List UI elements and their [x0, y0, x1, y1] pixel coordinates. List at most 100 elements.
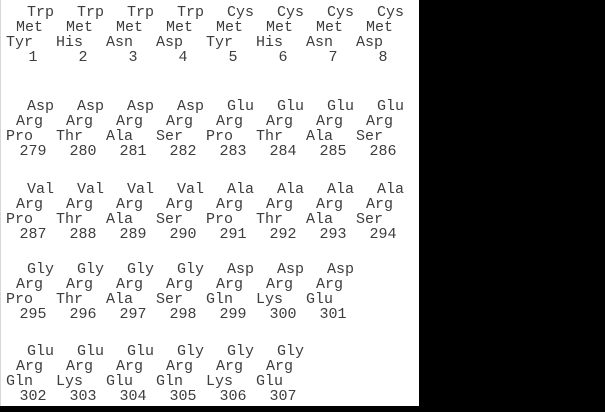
residue-cell: Pro: [206, 211, 234, 228]
residue-cell: Trp: [77, 4, 105, 21]
position-number: 302: [19, 388, 47, 405]
residue-cell: Glu: [377, 98, 405, 115]
residue-cell: Asn: [106, 34, 134, 51]
residue-cell: Met: [216, 19, 244, 36]
residue-cell: Thr: [256, 211, 284, 228]
residue-cell: Asp: [356, 34, 384, 51]
sequence-block: Trp Trp Trp Trp Cys Cys Cys Cys Met Met Met Met Met M…: [1, 5, 419, 65]
position-number: 293: [319, 226, 347, 243]
position-number: 1: [28, 49, 38, 66]
position-number: 304: [119, 388, 147, 405]
position-number: 287: [19, 226, 47, 243]
residue-cell: Thr: [256, 128, 284, 145]
position-number: 306: [219, 388, 247, 405]
residue-cell: Glu: [27, 343, 55, 360]
residue-cell: Asn: [306, 34, 334, 51]
residue-cell: Met: [366, 19, 394, 36]
residue-cell: Trp: [127, 4, 155, 21]
residue-cell: Arg: [316, 276, 344, 293]
residue-row: Arg Arg Arg Arg Arg Arg: [16, 359, 419, 374]
position-number: 285: [319, 143, 347, 160]
residue-cell: Arg: [166, 358, 194, 375]
position-number-row: 287 288 289 290 291 292 293 294: [8, 227, 419, 242]
residue-cell: Ser: [156, 128, 184, 145]
residue-cell: Val: [77, 181, 105, 198]
residue-cell: Ser: [156, 291, 184, 308]
residue-cell: Met: [66, 19, 94, 36]
residue-cell: Arg: [16, 196, 44, 213]
residue-cell: Arg: [66, 196, 94, 213]
residue-cell: Arg: [266, 276, 294, 293]
residue-cell: Ala: [227, 181, 255, 198]
residue-cell: Cys: [327, 4, 355, 21]
residue-cell: Arg: [216, 113, 244, 130]
residue-cell: Arg: [216, 276, 244, 293]
residue-cell: Cys: [377, 4, 405, 21]
residue-cell: Ala: [106, 211, 134, 228]
residue-cell: Arg: [116, 358, 144, 375]
position-number: 292: [269, 226, 297, 243]
residue-cell: Ser: [356, 128, 384, 145]
residue-cell: Arg: [66, 113, 94, 130]
residue-row: Val Val Val Val Ala Ala Ala Ala: [27, 182, 419, 197]
residue-cell: Thr: [56, 211, 84, 228]
residue-row: Arg Arg Arg Arg Arg Arg Arg Arg: [16, 197, 419, 212]
residue-cell: Ala: [327, 181, 355, 198]
residue-cell: Pro: [206, 128, 234, 145]
residue-cell: Arg: [16, 276, 44, 293]
residue-cell: Asp: [227, 261, 255, 278]
residue-cell: Val: [177, 181, 205, 198]
residue-cell: Gly: [77, 261, 105, 278]
residue-row: Trp Trp Trp Trp Cys Cys Cys Cys: [27, 5, 419, 20]
residue-cell: Lys: [56, 373, 84, 390]
residue-cell: Cys: [277, 4, 305, 21]
sequence-viewer-panel[interactable]: Trp Trp Trp Trp Cys Cys Cys Cys Met Met Met Met Met M…: [0, 0, 419, 406]
residue-cell: Met: [166, 19, 194, 36]
residue-cell: Arg: [166, 113, 194, 130]
residue-cell: Asp: [156, 34, 184, 51]
residue-row: Arg Arg Arg Arg Arg Arg Arg: [16, 277, 419, 292]
position-number: 288: [69, 226, 97, 243]
position-number: 3: [128, 49, 138, 66]
position-number: 282: [169, 143, 197, 160]
position-number-row: 302 303 304 305 306 307: [8, 389, 419, 404]
residue-cell: Pro: [6, 291, 34, 308]
residue-cell: Gly: [127, 261, 155, 278]
sequence-block: Val Val Val Val Ala Ala Ala Ala Arg Arg Arg Arg Arg A…: [1, 182, 419, 242]
residue-cell: Ala: [306, 211, 334, 228]
residue-cell: Ala: [306, 128, 334, 145]
residue-row: Asp Asp Asp Asp Glu Glu Glu Glu: [27, 99, 419, 114]
position-number: 290: [169, 226, 197, 243]
residue-cell: Glu: [306, 291, 334, 308]
residue-cell: Met: [16, 19, 44, 36]
residue-cell: Glu: [106, 373, 134, 390]
residue-cell: Cys: [227, 4, 255, 21]
residue-cell: Asp: [177, 98, 205, 115]
residue-cell: Tyr: [6, 34, 34, 51]
position-number: 283: [219, 143, 247, 160]
residue-cell: Arg: [366, 113, 394, 130]
sequence-block: Asp Asp Asp Asp Glu Glu Glu Glu Arg Arg Arg Arg Arg A…: [1, 99, 419, 159]
residue-cell: Arg: [266, 113, 294, 130]
sequence-block: Glu Glu Glu Gly Gly Gly Arg Arg Arg Arg Arg Arg Gln L…: [1, 344, 419, 404]
position-number: 281: [119, 143, 147, 160]
residue-cell: Asp: [277, 261, 305, 278]
residue-row: Pro Thr Ala Ser Pro Thr Ala Ser: [6, 212, 419, 227]
residue-cell: Glu: [227, 98, 255, 115]
residue-cell: Gly: [227, 343, 255, 360]
residue-cell: Arg: [366, 196, 394, 213]
residue-cell: Asp: [27, 98, 55, 115]
residue-cell: Ser: [156, 211, 184, 228]
right-filler: [419, 0, 605, 412]
position-number: 7: [328, 49, 338, 66]
residue-cell: Glu: [277, 98, 305, 115]
residue-cell: Arg: [316, 196, 344, 213]
residue-cell: Gly: [177, 343, 205, 360]
position-number: 301: [319, 306, 347, 323]
residue-cell: Pro: [6, 128, 34, 145]
position-number: 5: [228, 49, 238, 66]
residue-cell: Trp: [177, 4, 205, 21]
position-number: 4: [178, 49, 188, 66]
residue-cell: Met: [116, 19, 144, 36]
